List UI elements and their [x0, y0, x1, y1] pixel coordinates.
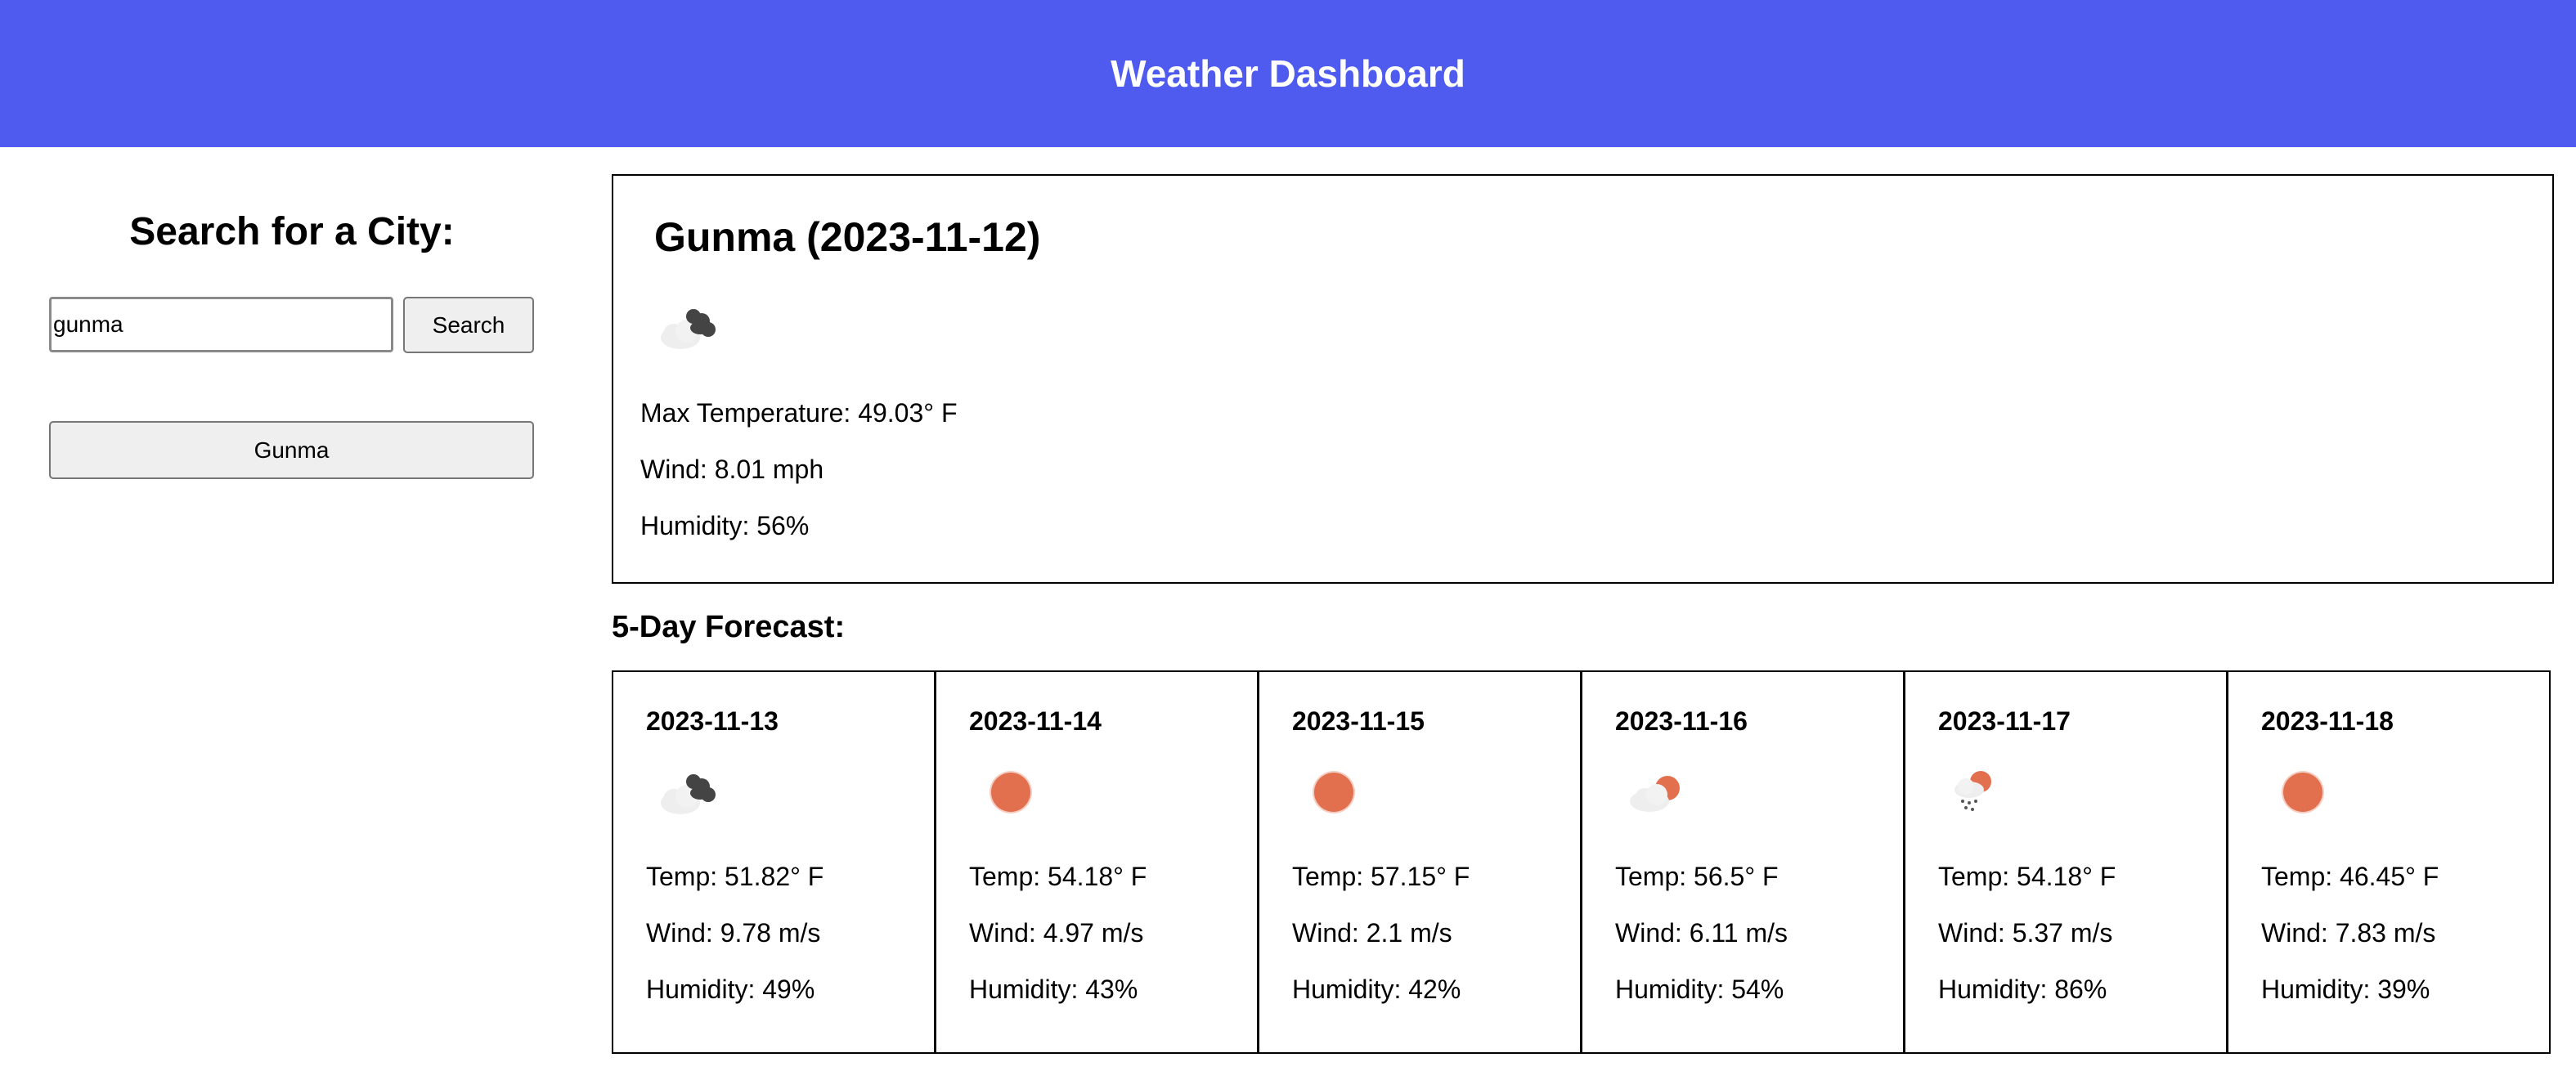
current-max-temp: Max Temperature: 49.03° F [640, 398, 958, 428]
forecast-humidity: Humidity: 54% [1615, 975, 1784, 1004]
forecast-card: 2023-11-16 Temp: 56.5° F Wind: 6.11 m/s … [1581, 670, 1905, 1054]
broken-clouds-icon [653, 298, 726, 356]
forecast-humidity: Humidity: 39% [2261, 975, 2430, 1004]
forecast-temp: Temp: 56.5° F [1615, 862, 1779, 891]
forecast-temp: Temp: 54.18° F [1938, 862, 2116, 891]
forecast-date: 2023-11-14 [969, 706, 1102, 736]
forecast-date: 2023-11-15 [1292, 706, 1425, 736]
search-button[interactable]: Search [403, 297, 534, 353]
forecast-row: 2023-11-13 Temp: 51.82° F Wind: 9.78 m/s… [612, 670, 2554, 1054]
forecast-wind: Wind: 5.37 m/s [1938, 918, 2113, 948]
city-search-input[interactable] [49, 297, 393, 352]
forecast-temp: Temp: 46.45° F [2261, 862, 2439, 891]
forecast-wind: Wind: 2.1 m/s [1292, 918, 1452, 948]
rain-sun-icon [1945, 764, 2018, 821]
forecast-wind: Wind: 4.97 m/s [969, 918, 1144, 948]
forecast-card: 2023-11-14 Temp: 54.18° F Wind: 4.97 m/s… [935, 670, 1259, 1054]
forecast-date: 2023-11-17 [1938, 706, 2071, 736]
forecast-temp: Temp: 57.15° F [1292, 862, 1470, 891]
current-weather-card: Gunma (2023-11-12) Max Temperature: 49.0… [612, 174, 2554, 584]
forecast-temp: Temp: 54.18° F [969, 862, 1147, 891]
app-header: Weather Dashboard [0, 0, 2576, 147]
forecast-card: 2023-11-15 Temp: 57.15° F Wind: 2.1 m/s … [1258, 670, 1582, 1054]
forecast-wind: Wind: 9.78 m/s [646, 918, 821, 948]
broken-clouds-icon [653, 764, 726, 821]
search-heading: Search for a City: [129, 210, 455, 253]
current-humidity: Humidity: 56% [640, 511, 810, 540]
forecast-date: 2023-11-16 [1615, 706, 1748, 736]
forecast-humidity: Humidity: 42% [1292, 975, 1461, 1004]
forecast-humidity: Humidity: 49% [646, 975, 815, 1004]
forecast-humidity: Humidity: 43% [969, 975, 1138, 1004]
forecast-date: 2023-11-18 [2261, 706, 2394, 736]
few-clouds-icon [1622, 764, 1695, 821]
clear-sun-icon [2268, 764, 2341, 821]
forecast-wind: Wind: 7.83 m/s [2261, 918, 2436, 948]
forecast-temp: Temp: 51.82° F [646, 862, 824, 891]
clear-sun-icon [976, 764, 1049, 821]
forecast-card: 2023-11-17 Temp: 54.18° F Wind: 5.37 m/s… [1904, 670, 2228, 1054]
current-city-title: Gunma (2023-11-12) [654, 214, 1041, 260]
forecast-title: 5-Day Forecast: [612, 610, 846, 644]
forecast-wind: Wind: 6.11 m/s [1615, 918, 1788, 948]
clear-sun-icon [1299, 764, 1372, 821]
current-wind: Wind: 8.01 mph [640, 455, 824, 484]
history-button-gunma[interactable]: Gunma [49, 421, 534, 479]
forecast-card: 2023-11-13 Temp: 51.82° F Wind: 9.78 m/s… [612, 670, 936, 1054]
page-title: Weather Dashboard [1111, 52, 1465, 95]
forecast-date: 2023-11-13 [646, 706, 779, 736]
forecast-card: 2023-11-18 Temp: 46.45° F Wind: 7.83 m/s… [2227, 670, 2551, 1054]
forecast-humidity: Humidity: 86% [1938, 975, 2107, 1004]
